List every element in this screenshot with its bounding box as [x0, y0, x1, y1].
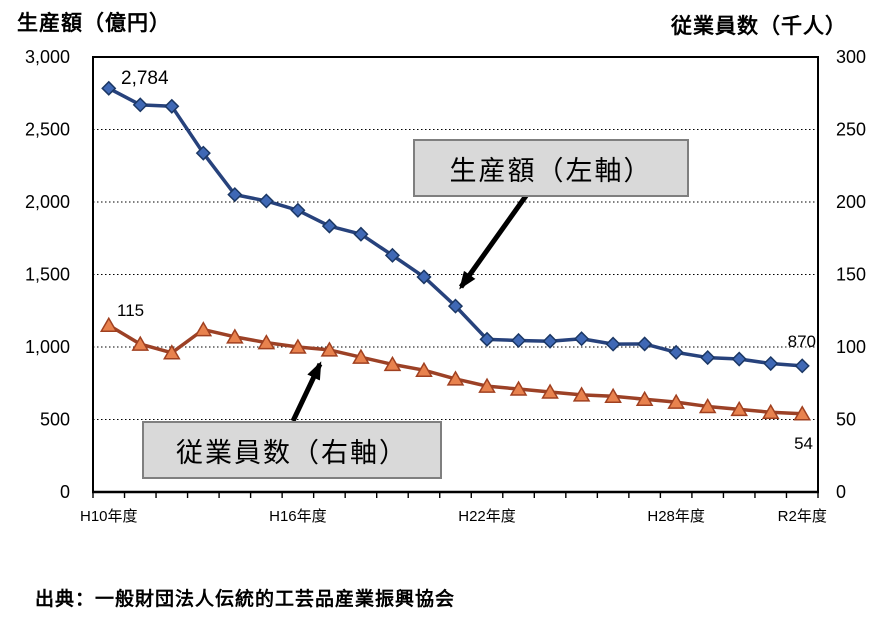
data-label-employees-last: 54	[794, 434, 813, 453]
employees-marker	[99, 316, 118, 332]
right-axis-tick-label: 200	[836, 192, 866, 212]
production-marker	[384, 247, 401, 263]
employees-marker	[415, 361, 433, 377]
x-axis-tick-label: H22年度	[458, 508, 516, 525]
right-axis-title: 従業員数（千人）	[671, 15, 847, 38]
x-axis-tick-label: H16年度	[269, 508, 327, 525]
employees-marker	[131, 335, 150, 351]
arrow-to-employees-line	[290, 361, 323, 423]
employees-marker	[541, 383, 559, 399]
right-axis-tick-label: 300	[836, 47, 866, 67]
employees-marker	[761, 403, 780, 419]
employees-marker	[163, 344, 181, 360]
production-marker	[763, 355, 779, 372]
production-marker	[416, 269, 432, 285]
left-axis-tick-label: 1,500	[25, 265, 70, 285]
left-axis-tick-label: 500	[40, 410, 70, 430]
left-axis-tick-label: 2,000	[25, 192, 70, 212]
production-marker	[447, 298, 464, 314]
production-marker	[510, 332, 527, 349]
right-axis-tick-label: 250	[836, 120, 866, 140]
employees-marker	[698, 397, 717, 414]
annotation-employees-right-axis: 従業員数（右軸）	[142, 421, 442, 479]
production-marker	[353, 226, 369, 242]
production-marker	[637, 336, 653, 352]
data-label-production-first: 2,784	[121, 68, 169, 89]
source-citation: 出典：一般財団法人伝統的工芸品産業振興協会	[35, 589, 456, 610]
arrow-to-production-line	[458, 191, 531, 290]
production-marker	[321, 218, 337, 234]
production-marker	[479, 331, 495, 347]
employees-marker	[572, 386, 591, 402]
production-marker	[574, 331, 590, 347]
data-label-production-last: 870	[787, 332, 816, 351]
employees-marker	[446, 370, 465, 386]
employees-marker	[226, 328, 244, 344]
x-axis-tick-label: H10年度	[80, 508, 138, 525]
employees-marker	[383, 355, 402, 372]
production-marker	[290, 202, 306, 218]
right-axis-tick-label: 50	[836, 410, 856, 430]
x-axis-tick-label: H28年度	[647, 508, 705, 525]
production-marker	[227, 187, 243, 203]
left-axis-tick-label: 3,000	[25, 47, 70, 67]
left-axis-tick-label: 2,500	[25, 120, 70, 140]
employees-marker	[320, 341, 339, 357]
right-axis-tick-label: 0	[836, 482, 846, 502]
employees-marker	[509, 380, 528, 396]
production-marker	[195, 145, 211, 161]
employees-marker	[194, 321, 213, 337]
employees-marker	[667, 393, 685, 409]
production-marker	[542, 333, 558, 349]
employees-marker	[730, 400, 748, 417]
production-marker	[605, 336, 621, 352]
annotation-production-left-axis: 生産額（左軸）	[413, 139, 689, 197]
left-axis-tick-label: 0	[60, 482, 70, 502]
right-axis-tick-label: 100	[836, 337, 866, 357]
left-axis-tick-label: 1,000	[25, 337, 70, 357]
employees-marker	[289, 338, 307, 354]
production-marker	[700, 350, 716, 366]
employees-marker	[257, 334, 276, 350]
production-marker	[731, 351, 747, 367]
right-axis-tick-label: 150	[836, 265, 866, 285]
x-axis-tick-label: R2年度	[778, 508, 827, 525]
employees-marker	[352, 348, 370, 364]
employees-marker	[793, 405, 812, 421]
employees-marker	[604, 387, 622, 404]
production-marker	[794, 358, 810, 374]
data-label-employees-first: 115	[117, 301, 145, 320]
production-marker	[132, 97, 148, 113]
employees-line	[107, 323, 804, 416]
production-marker	[164, 98, 180, 114]
employees-marker	[635, 390, 654, 406]
production-marker	[668, 344, 684, 360]
left-axis-title: 生産額（億円）	[17, 12, 171, 35]
production-marker	[258, 193, 274, 209]
production-marker	[101, 80, 117, 96]
employees-marker	[478, 377, 496, 393]
